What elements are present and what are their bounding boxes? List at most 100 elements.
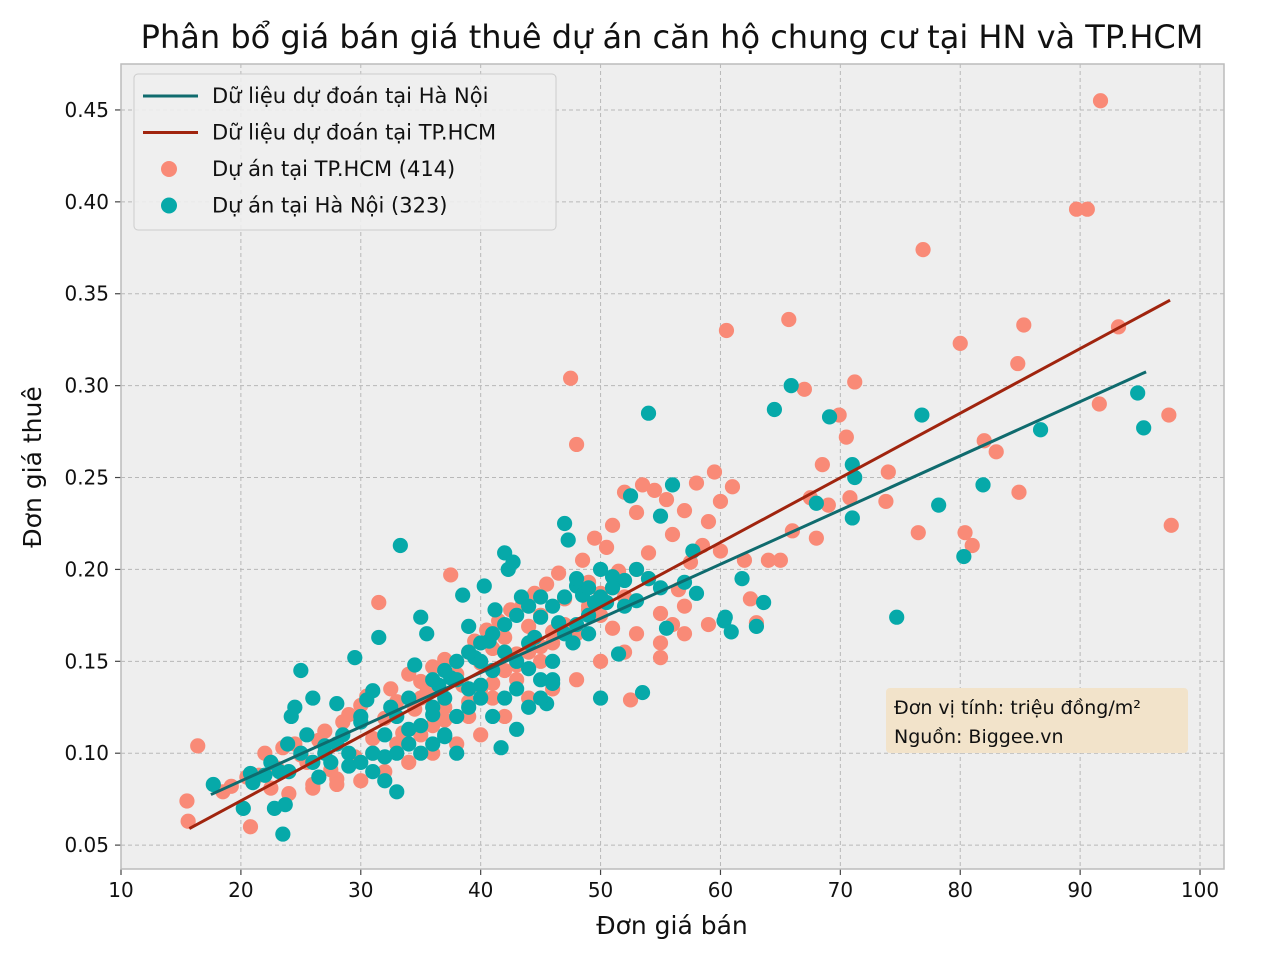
hn-data-point — [473, 690, 489, 706]
hn-data-point — [560, 532, 576, 548]
x-tick-label: 90 — [1067, 878, 1092, 902]
hn-data-point — [568, 571, 585, 587]
hcm-data-point — [781, 311, 797, 328]
hcm-data-point — [1091, 396, 1107, 412]
x-tick-label: 100 — [1181, 878, 1219, 902]
y-tick-label: 0.20 — [64, 557, 109, 581]
hn-data-point — [766, 401, 783, 418]
hcm-data-point — [425, 659, 441, 675]
legend-label: Dữ liệu dự đoán tại TP.HCM — [212, 121, 496, 145]
hn-data-point — [449, 653, 465, 669]
hcm-data-point — [437, 651, 453, 668]
hn-data-point — [275, 826, 291, 842]
hn-data-point — [931, 497, 947, 513]
hcm-data-point — [341, 707, 357, 723]
hn-data-point — [604, 580, 621, 596]
hn-data-point — [473, 635, 489, 651]
hn-data-point — [353, 708, 369, 725]
hn-data-point — [521, 699, 537, 715]
hcm-data-point — [676, 626, 693, 642]
hcm-data-point — [808, 530, 824, 546]
hn-data-point — [1136, 420, 1152, 436]
plot-frame — [120, 63, 1225, 870]
legend: Dữ liệu dự đoán tại Hà Nội Dữ liệu dự đoá… — [133, 73, 557, 231]
hcm-data-point — [437, 712, 453, 728]
hcm-data-point — [820, 497, 836, 513]
hcm-data-point — [878, 493, 894, 510]
y-tick-label: 0.30 — [64, 374, 109, 398]
hcm-data-point — [628, 626, 645, 642]
hn-data-point — [533, 609, 549, 625]
hcm-data-point — [1161, 407, 1177, 423]
hn-data-point — [975, 477, 991, 493]
legend-item-hcm-line: Dữ liệu dự đoán tại TP.HCM — [143, 121, 496, 145]
hn-data-point — [365, 745, 381, 761]
hcm-data-point — [568, 436, 585, 453]
hcm-data-point — [425, 718, 441, 734]
hn-data-point — [389, 784, 405, 800]
hn-data-point — [425, 699, 441, 715]
legend-item-hcm-points: Dự án tại TP.HCM (414) — [161, 157, 455, 181]
hn-data-point — [497, 616, 513, 633]
hcm-data-point — [485, 690, 501, 706]
hn-data-point — [329, 695, 345, 712]
hcm-data-point — [473, 727, 489, 743]
hn-data-point — [844, 510, 860, 526]
hn-data-point — [437, 662, 453, 679]
hn-data-point — [461, 644, 477, 660]
hn-data-point — [347, 650, 363, 666]
hn-data-point — [1130, 385, 1146, 401]
hn-data-point — [664, 477, 681, 493]
hcm-data-point — [742, 591, 759, 607]
hn-data-point — [392, 537, 408, 554]
x-tick-label: 10 — [108, 878, 133, 902]
hn-data-point — [425, 736, 441, 752]
hcm-data-point — [847, 374, 863, 390]
x-tick-label: 20 — [228, 878, 253, 902]
hn-data-point — [634, 684, 651, 701]
hcm-data-point — [586, 530, 603, 546]
hcm-data-point — [242, 819, 259, 835]
y-tick-label: 0.05 — [64, 833, 109, 857]
hn-data-point — [311, 769, 327, 785]
hcm-data-point — [485, 675, 501, 691]
hn-data-point — [487, 602, 503, 618]
hn-data-point — [533, 589, 549, 605]
hcm-data-point — [539, 576, 555, 592]
hn-data-point — [485, 626, 501, 642]
hn-data-point — [401, 736, 417, 752]
hn-data-point — [533, 672, 549, 688]
x-tick-label: 80 — [948, 878, 973, 902]
hcm-data-point — [401, 754, 417, 771]
hn-data-point — [652, 508, 669, 524]
legend-marker-swatch — [161, 161, 177, 177]
hn-data-point — [509, 721, 525, 737]
hn-data-point — [821, 409, 838, 425]
hcm-data-point — [814, 457, 830, 473]
hcm-data-point — [371, 594, 387, 611]
hn-data-point — [616, 572, 633, 589]
hcm-data-point — [317, 723, 333, 739]
hcm-data-point — [1010, 355, 1026, 372]
hcm-data-point — [712, 543, 729, 559]
annotation-unit-text: Đơn vị tính: triệu đồng/m² — [894, 697, 1141, 719]
hcm-data-point — [724, 479, 741, 495]
hn-data-point — [956, 548, 972, 565]
y-tick-label: 0.25 — [64, 466, 109, 490]
hcm-data-point — [562, 370, 579, 386]
hn-data-point — [401, 721, 417, 737]
y-tick-label: 0.15 — [64, 649, 109, 673]
hcm-data-point — [652, 605, 669, 622]
hcm-data-point — [842, 490, 858, 506]
y-axis-title: Đơn giá thuê — [18, 386, 47, 547]
annotation-background — [886, 688, 1188, 753]
hn-data-point — [545, 598, 561, 614]
legend-marker-swatch — [161, 197, 177, 214]
hcm-data-point — [676, 598, 693, 614]
hcm-data-point — [700, 514, 717, 530]
hcm-data-point — [688, 475, 705, 491]
hn-data-point — [734, 571, 750, 587]
hcm-data-point — [190, 738, 206, 754]
hn-data-point — [365, 763, 381, 780]
hcm-data-point — [1016, 317, 1032, 333]
